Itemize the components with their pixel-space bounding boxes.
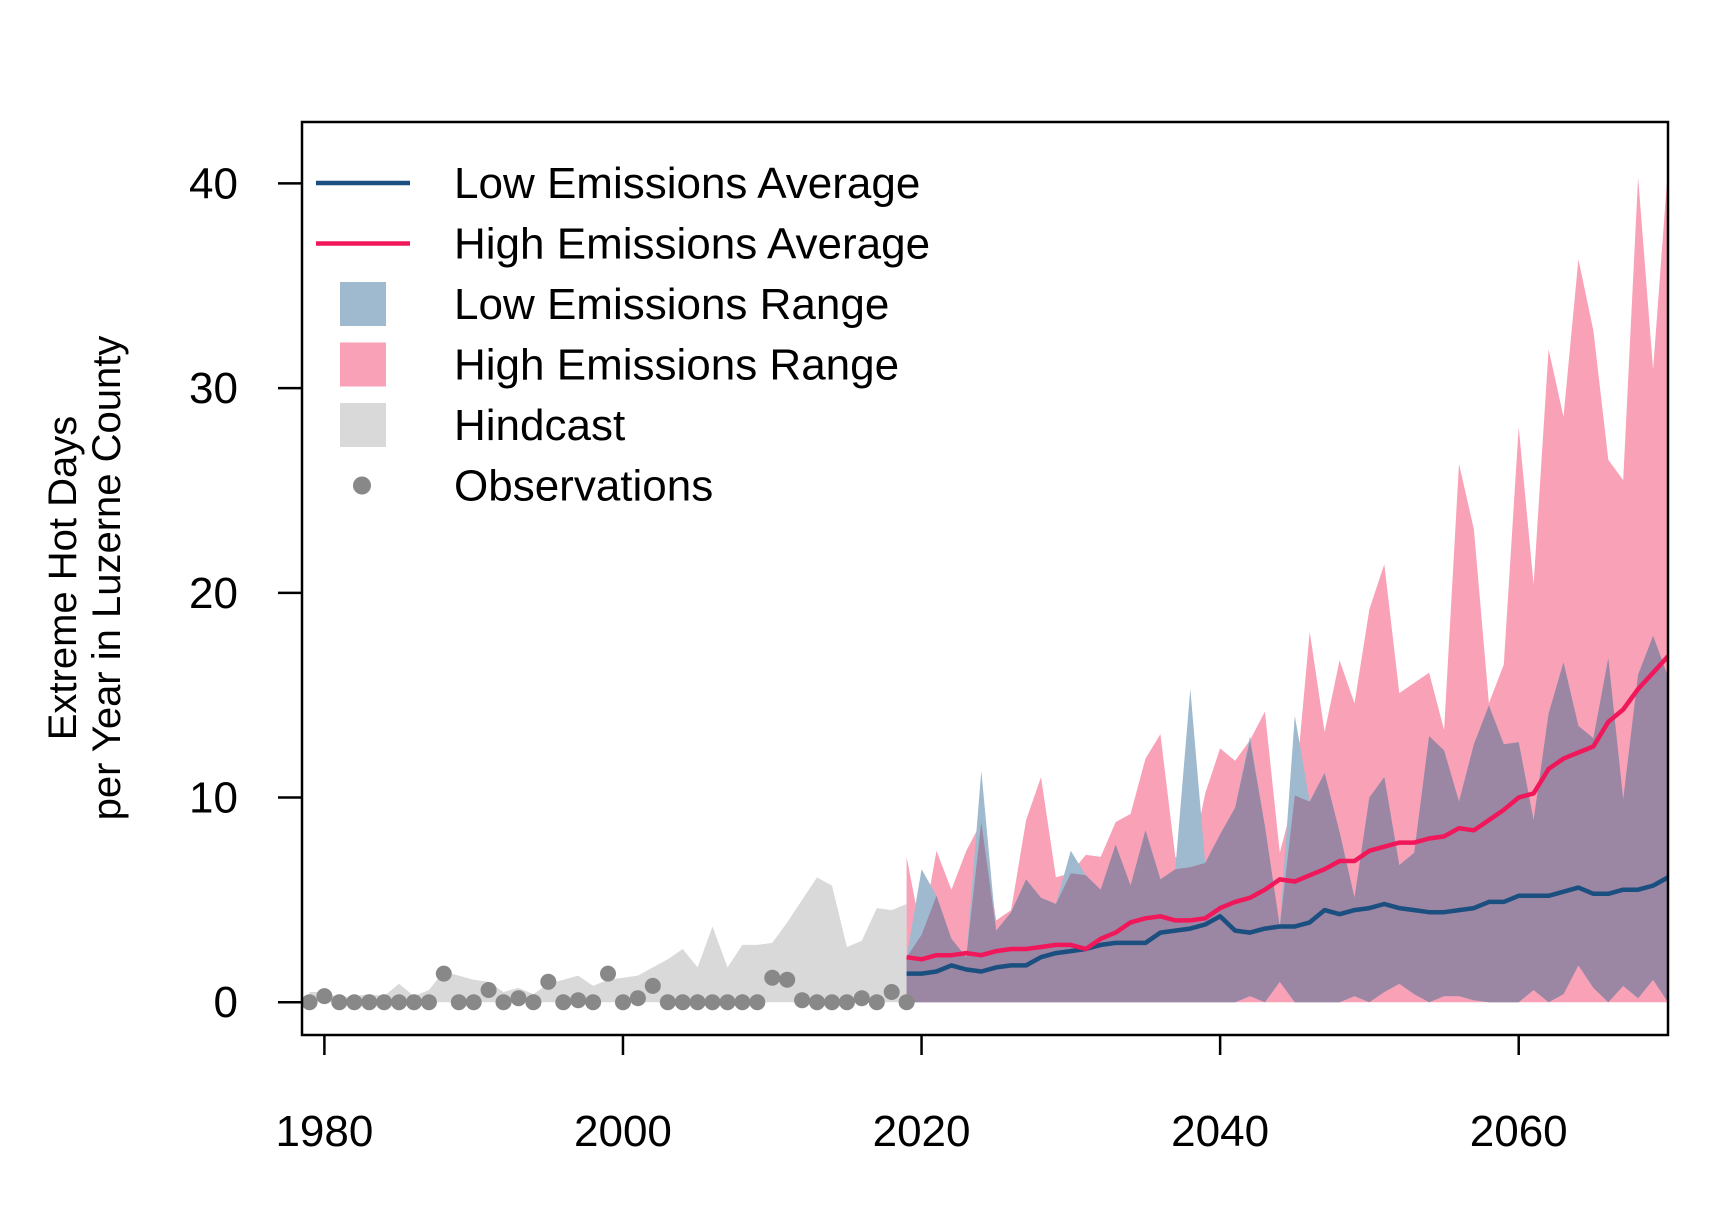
- legend-label: Hindcast: [454, 401, 625, 450]
- range-overlap-area: [906, 635, 1668, 1003]
- x-tick-label: 2020: [873, 1107, 971, 1156]
- observation-point: [585, 994, 602, 1011]
- observation-point: [465, 994, 482, 1011]
- y-axis-label: Extreme Hot Days per Year in Luzerne Cou…: [41, 336, 129, 821]
- x-tick-label: 2040: [1171, 1107, 1269, 1156]
- observation-point: [420, 994, 437, 1011]
- legend-dot-swatch: [353, 476, 371, 495]
- observation-point: [644, 977, 661, 994]
- observation-point: [779, 971, 796, 988]
- observation-point: [450, 994, 467, 1011]
- legend-label: Low Emissions Range: [454, 280, 889, 329]
- legend-item: Low Emissions Average: [316, 159, 920, 208]
- y-tick-label: 20: [189, 569, 238, 618]
- legend-box-swatch: [340, 342, 386, 387]
- observation-point: [406, 994, 422, 1011]
- observation-point: [316, 988, 333, 1005]
- observation-point: [346, 994, 363, 1011]
- observation-point: [883, 984, 900, 1000]
- observation-point: [555, 994, 572, 1011]
- legend: Low Emissions Average High Emissions Aver…: [316, 159, 930, 511]
- y-tick-label: 10: [189, 774, 238, 823]
- observation-point: [689, 994, 706, 1011]
- x-tick-label: 2000: [574, 1107, 672, 1156]
- observation-point: [629, 990, 646, 1007]
- y-tick-label: 0: [214, 978, 238, 1027]
- observation-point: [794, 992, 811, 1009]
- observation-point: [868, 994, 885, 1011]
- observation-point: [659, 994, 676, 1011]
- observation-point: [510, 990, 527, 1007]
- legend-box-swatch: [340, 282, 386, 326]
- y-axis: 0 10 20 30 40: [189, 159, 302, 1027]
- legend-label: Low Emissions Average: [454, 159, 920, 208]
- observation-point: [764, 969, 781, 986]
- observation-point: [376, 994, 393, 1011]
- observation-point: [809, 994, 825, 1011]
- observation-point: [824, 994, 840, 1011]
- plot-frame: [300, 120, 1670, 1037]
- observation-point: [391, 994, 407, 1011]
- observation-point: [704, 994, 721, 1011]
- legend-item: Low Emissions Range: [340, 280, 889, 329]
- observation-point: [435, 965, 452, 982]
- low-emissions-average-line: [906, 875, 1668, 976]
- observation-point: [853, 990, 870, 1007]
- x-tick-label: 1980: [275, 1107, 373, 1156]
- observation-point: [898, 994, 915, 1011]
- legend-label: Observations: [454, 462, 713, 511]
- y-axis-label-line2: per Year in Luzerne County: [85, 336, 129, 821]
- observation-point: [615, 994, 631, 1011]
- observation-point: [734, 994, 751, 1011]
- observation-point: [838, 994, 855, 1011]
- observation-point: [525, 994, 542, 1011]
- observation-point: [600, 965, 616, 982]
- y-tick-label: 30: [189, 364, 238, 413]
- observation-point: [480, 982, 497, 998]
- legend-box-swatch: [340, 403, 386, 447]
- observation-point: [495, 994, 512, 1011]
- legend-item: Observations: [353, 462, 713, 511]
- observation-point: [361, 994, 378, 1011]
- x-axis: 1980 2000 2020 2040 2060: [275, 1035, 1568, 1156]
- y-axis-label-line1: Extreme Hot Days: [41, 416, 85, 741]
- legend-label: High Emissions Average: [454, 220, 930, 269]
- high-emissions-average-line: [906, 654, 1668, 962]
- hindcast-area: [309, 877, 907, 1003]
- x-tick-label: 2060: [1470, 1107, 1568, 1156]
- observation-point: [570, 992, 587, 1009]
- legend-item: High Emissions Range: [340, 341, 899, 390]
- observation-point: [719, 994, 736, 1011]
- observation-point: [749, 994, 766, 1011]
- y-tick-label: 40: [189, 159, 238, 208]
- observation-point: [674, 994, 691, 1011]
- observation-point: [302, 994, 318, 1011]
- legend-item: High Emissions Average: [316, 220, 930, 269]
- legend-item: Hindcast: [340, 401, 625, 450]
- legend-label: High Emissions Range: [454, 341, 899, 390]
- observation-point: [540, 973, 557, 990]
- observation-point: [331, 994, 348, 1011]
